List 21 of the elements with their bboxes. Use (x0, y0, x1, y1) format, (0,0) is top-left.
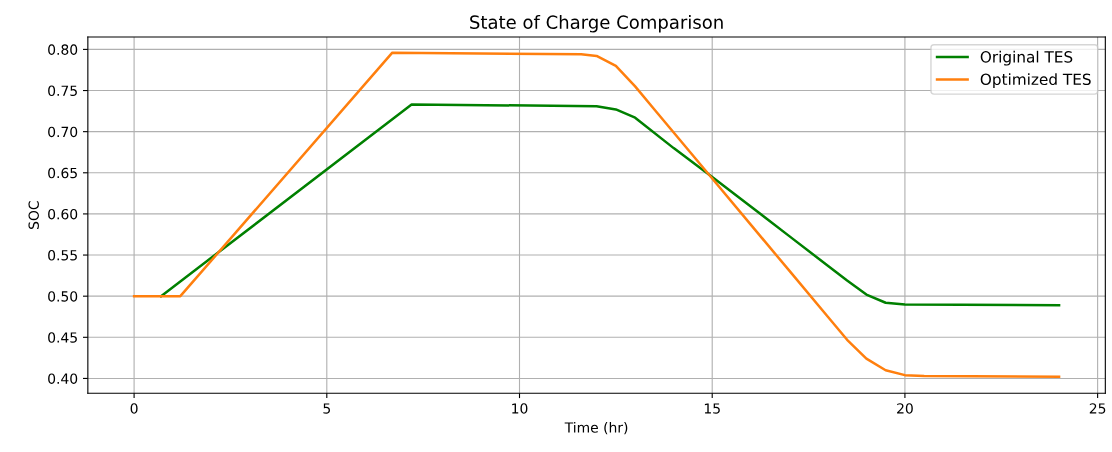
y-tick-label: 0.75 (48, 85, 77, 97)
line-series (159, 103, 1061, 307)
x-tick-label: 10 (512, 403, 528, 414)
legend-label: Original TES (980, 50, 1073, 66)
y-tick-label: 0.45 (48, 332, 77, 343)
y-tick-label: 0.40 (48, 373, 78, 384)
y-tick-label: 0.55 (48, 250, 77, 261)
x-tick-label: 5 (323, 403, 331, 414)
chart-title: State of Charge Comparison (470, 15, 723, 33)
legend-label: Optimized TES (980, 73, 1091, 89)
y-tick-label: 0.60 (48, 208, 78, 220)
x-tick-label: 25 (1089, 403, 1106, 414)
x-tick-label: 20 (897, 403, 913, 414)
y-tick-label: 0.80 (48, 44, 78, 55)
y-axis-title: SOC (28, 201, 39, 229)
y-tick-label: 0.50 (48, 291, 78, 302)
y-tick-label: 0.65 (48, 167, 77, 179)
x-axis-title: Time (hr) (564, 421, 628, 435)
y-tick-label: 0.70 (48, 126, 78, 138)
x-tick-label: 0 (130, 403, 138, 414)
x-tick-label: 15 (704, 403, 720, 414)
